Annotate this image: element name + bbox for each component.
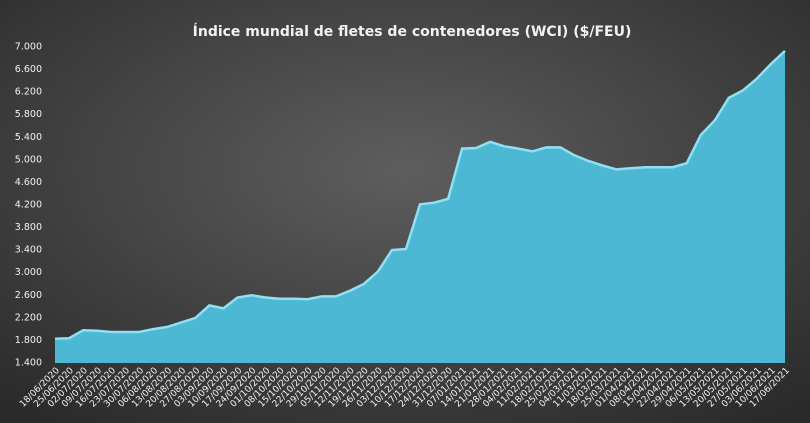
y-tick-label: 4.200 — [15, 200, 42, 211]
area-edge — [54, 49, 786, 340]
y-tick-label: 3.800 — [15, 222, 42, 233]
chart-title: Índice mundial de fletes de contenedores… — [193, 23, 632, 40]
y-tick-label: 1.800 — [15, 335, 42, 346]
y-tick-label: 1.400 — [15, 358, 42, 369]
y-tick-label: 6.600 — [15, 64, 42, 75]
y-tick-label: 2.600 — [15, 290, 42, 301]
y-tick-label: 5.000 — [15, 154, 42, 165]
y-tick-label: 2.200 — [15, 312, 42, 323]
y-tick-label: 4.600 — [15, 177, 42, 188]
y-tick-label: 6.200 — [15, 87, 42, 98]
y-tick-label: 3.000 — [15, 267, 42, 278]
y-tick-label: 5.800 — [15, 109, 42, 120]
y-tick-label: 7.000 — [15, 42, 42, 53]
y-tick-label: 3.400 — [15, 245, 42, 256]
y-tick-label: 5.400 — [15, 132, 42, 143]
